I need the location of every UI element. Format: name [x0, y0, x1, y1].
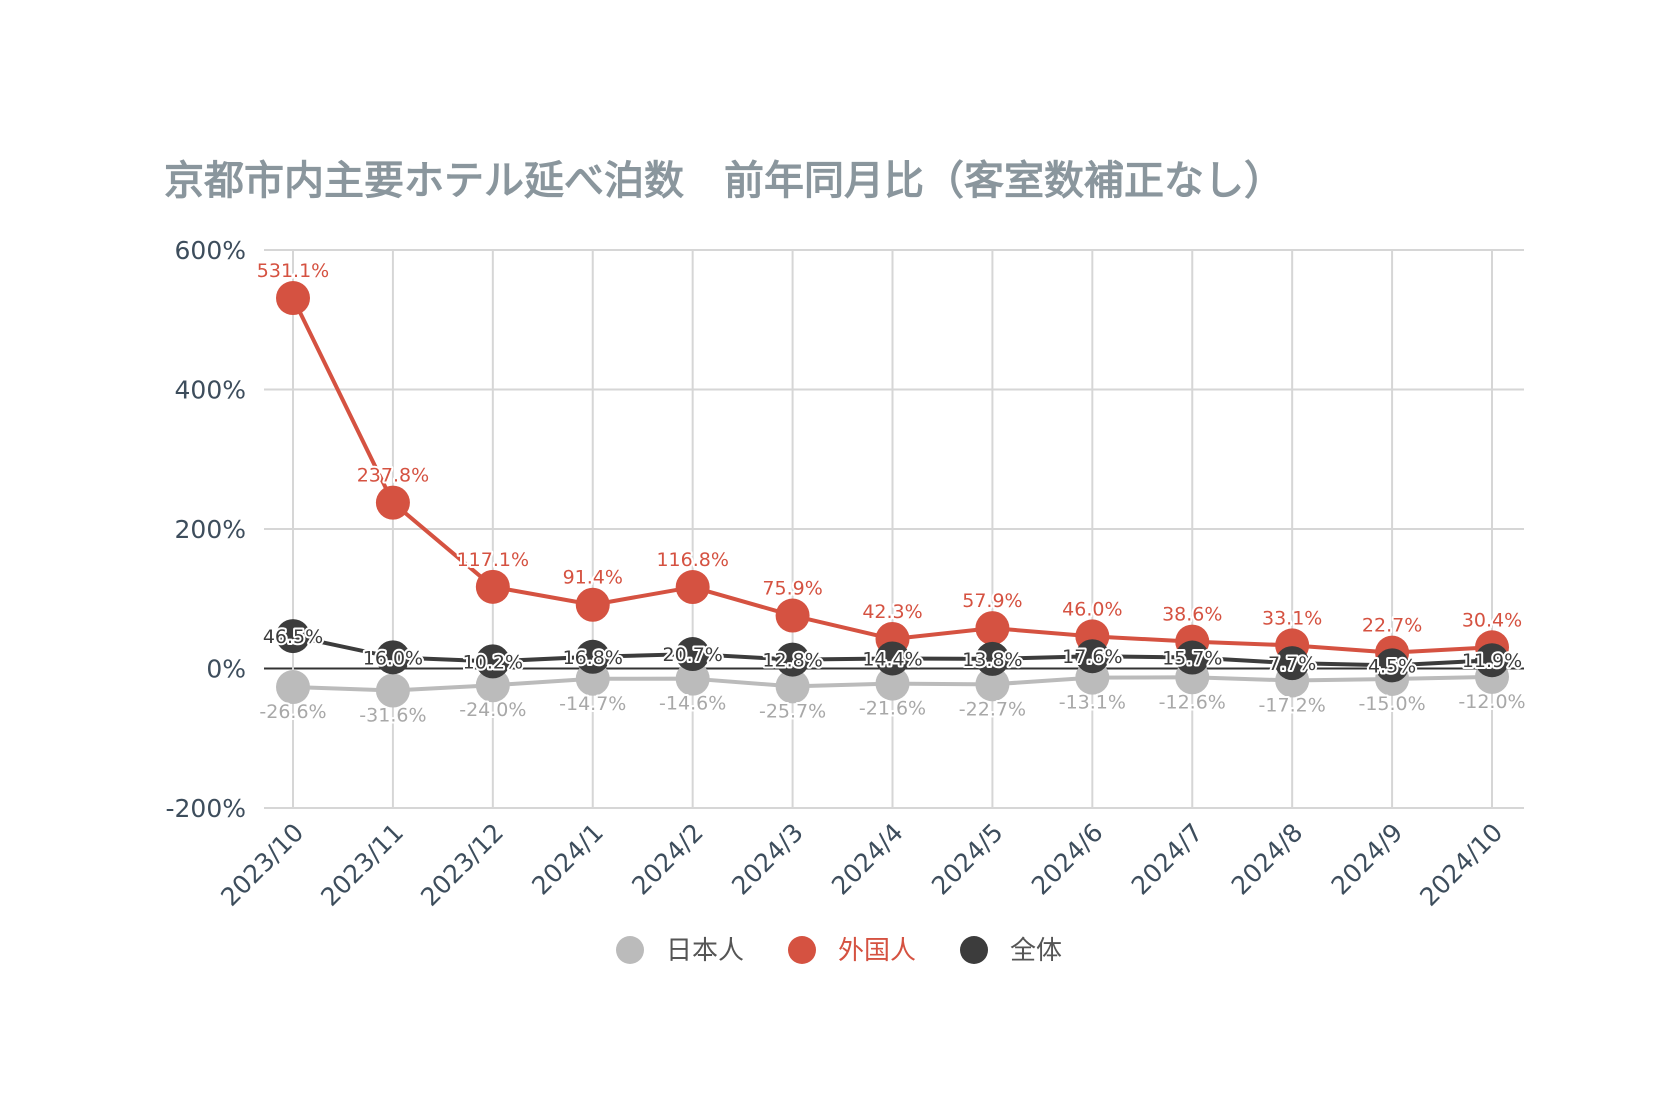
x-tick-label: 2024/2 — [626, 818, 709, 901]
data-label: 20.7% — [662, 644, 722, 666]
data-point — [475, 644, 510, 679]
data-point — [375, 673, 410, 708]
data-label: 116.8% — [656, 549, 728, 571]
data-label: -17.2% — [1259, 694, 1326, 716]
data-point — [375, 485, 410, 520]
x-tick-label: 2023/12 — [415, 818, 509, 912]
data-point — [375, 640, 410, 675]
data-label: -21.6% — [859, 698, 926, 720]
legend-marker — [616, 936, 644, 964]
data-label: 30.4% — [1462, 609, 1522, 631]
data-label: -24.0% — [459, 699, 526, 721]
data-point — [475, 569, 510, 604]
x-tick-label: 2024/3 — [726, 818, 809, 901]
data-label: 16.0% — [363, 647, 423, 669]
data-label: 13.8% — [962, 649, 1022, 671]
data-label: 4.5% — [1368, 655, 1416, 677]
grid — [264, 249, 1524, 809]
data-point — [575, 639, 610, 674]
y-tick-label: 200% — [175, 515, 246, 544]
data-label: 237.8% — [357, 465, 429, 487]
data-label: -15.0% — [1358, 693, 1425, 715]
data-label: 15.7% — [1162, 648, 1222, 670]
data-label: 42.3% — [862, 601, 922, 623]
data-label: 117.1% — [457, 549, 529, 571]
data-point — [276, 281, 310, 316]
data-label: 12.8% — [762, 650, 822, 672]
x-tick-label: 2023/11 — [315, 818, 409, 912]
data-label: -12.6% — [1159, 691, 1226, 713]
legend-label: 外国人 — [838, 936, 916, 966]
data-point — [975, 641, 1010, 676]
data-point — [675, 637, 710, 672]
x-tick-label: 2024/4 — [826, 818, 909, 901]
data-label: 75.9% — [762, 578, 822, 600]
data-point — [875, 641, 910, 676]
data-label: 14.4% — [862, 648, 922, 670]
x-tick-label: 2024/10 — [1414, 818, 1508, 912]
data-point — [775, 642, 810, 677]
data-label: -26.6% — [259, 701, 326, 723]
y-tick-label: 600% — [175, 236, 246, 265]
legend: 日本人 外国人 全体 — [616, 936, 1062, 966]
legend-marker — [788, 936, 816, 964]
series-layer — [276, 281, 1509, 708]
data-label: 38.6% — [1162, 604, 1222, 626]
data-label: 531.1% — [257, 260, 329, 282]
data-label: 57.9% — [962, 590, 1022, 612]
legend-marker — [960, 936, 988, 964]
data-point — [1275, 646, 1310, 681]
data-point — [276, 670, 310, 705]
data-label: 91.4% — [563, 567, 623, 589]
data-label: 46.5% — [263, 626, 323, 648]
x-tick-label: 2024/8 — [1226, 818, 1309, 901]
data-point — [575, 587, 610, 622]
data-point — [1075, 639, 1110, 674]
data-point — [1375, 648, 1410, 683]
x-axis: 2023/10 2023/11 2023/12 2024/1 2024/2 2024/3 2… — [215, 818, 1508, 912]
data-label: -22.7% — [959, 698, 1026, 720]
data-label: -14.7% — [559, 693, 626, 715]
data-point — [775, 598, 810, 633]
data-point — [675, 570, 710, 605]
data-point — [1175, 640, 1210, 675]
data-point — [475, 668, 510, 703]
data-label: -25.7% — [759, 700, 826, 722]
data-point — [675, 661, 710, 696]
x-tick-label: 2024/5 — [926, 818, 1009, 901]
data-point — [975, 667, 1010, 702]
y-tick-label: -200% — [166, 794, 247, 823]
x-tick-label: 2024/6 — [1026, 818, 1109, 901]
data-point — [1475, 643, 1509, 678]
data-label: 22.7% — [1362, 615, 1422, 637]
data-label: -12.0% — [1458, 691, 1525, 713]
legend-label: 日本人 — [666, 936, 744, 966]
data-label: 16.8% — [563, 647, 623, 669]
y-tick-label: 0% — [206, 655, 246, 684]
data-point — [276, 619, 310, 654]
x-tick-label: 2023/10 — [215, 818, 309, 912]
x-tick-label: 2024/9 — [1326, 818, 1409, 901]
series-2 — [276, 619, 1509, 683]
x-tick-label: 2024/7 — [1126, 818, 1209, 901]
y-tick-label: 400% — [175, 376, 246, 405]
x-tick-label: 2024/1 — [526, 818, 609, 901]
data-label: -31.6% — [359, 705, 426, 727]
legend-label: 全体 — [1010, 936, 1062, 966]
data-point — [975, 611, 1010, 646]
data-label: 17.6% — [1062, 646, 1122, 668]
data-labels: -26.6% -31.6% -24.0% -14.7% -14.6% -25.7% -21.… — [255, 258, 1528, 728]
chart-title: 京都市内主要ホテル延べ泊数 前年同月比（客室数補正なし） — [164, 158, 1284, 204]
data-label: 10.2% — [463, 651, 523, 673]
data-label: 46.0% — [1062, 598, 1122, 620]
data-point — [875, 666, 910, 701]
data-label: 11.9% — [1462, 650, 1522, 672]
data-point — [775, 669, 810, 704]
data-label: -14.6% — [659, 693, 726, 715]
data-label: -13.1% — [1059, 692, 1126, 714]
y-axis: 600% 400% 200% 0% -200% — [166, 236, 247, 823]
data-label: 33.1% — [1262, 607, 1322, 629]
data-label: 7.7% — [1268, 653, 1316, 675]
